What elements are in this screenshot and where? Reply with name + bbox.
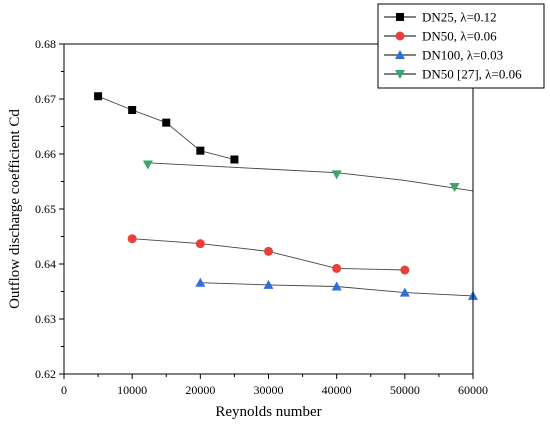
data-point-series-2 [127, 234, 137, 244]
legend-marker [395, 50, 405, 59]
y-tick-label: 0.62 [35, 367, 56, 381]
x-tick-label: 20000 [185, 383, 215, 397]
y-tick-label: 0.66 [35, 147, 56, 161]
y-axis-title: Outflow discharge coefficient Cd [7, 109, 23, 309]
data-point-series-1 [94, 92, 103, 101]
data-point-series-3 [195, 277, 206, 287]
y-tick-label: 0.64 [35, 257, 56, 271]
y-axis: 0.62 0.63 0.64 0.65 0.66 0.67 0.68 [35, 37, 64, 381]
x-tick-label: 50000 [390, 383, 420, 397]
legend-marker [395, 70, 405, 79]
data-point-series-2 [195, 239, 205, 249]
data-point-series-1 [162, 118, 171, 127]
legend: DN25, λ=0.12 DN50, λ=0.06 DN100, λ=0.03 DN5… [377, 3, 545, 89]
data-point-series-2 [264, 246, 273, 256]
y-tick-label: 0.63 [35, 312, 56, 326]
data-point-series-3 [331, 281, 342, 291]
legend-marker [395, 31, 405, 41]
y-tick-label: 0.65 [35, 202, 56, 216]
series-lines [97, 95, 474, 297]
data-point-series-3 [399, 287, 410, 297]
data-point-series-2 [400, 265, 410, 275]
y-tick-label: 0.67 [35, 92, 56, 106]
data-point-series-1 [196, 146, 205, 155]
series-line-4 [147, 162, 474, 192]
x-tick-label: 30000 [254, 383, 284, 397]
data-point-series-2 [332, 263, 342, 273]
data-point-series-3 [263, 279, 274, 289]
legend-entries: DN25, λ=0.12 DN50, λ=0.06 DN100, λ=0.03 DN5… [384, 10, 522, 82]
legend-label: DN25, λ=0.12 [422, 10, 497, 25]
data-point-series-1 [128, 106, 137, 114]
series-line-1 [97, 95, 235, 160]
legend-marker [396, 13, 404, 21]
data-point-series-4 [142, 160, 153, 170]
x-axis-title: Reynolds number [215, 404, 321, 420]
legend-label: DN100, λ=0.03 [422, 48, 503, 63]
x-tick-label: 60000 [458, 383, 488, 397]
data-point-series-1 [230, 155, 239, 164]
legend-label: DN50 [27], λ=0.06 [422, 67, 522, 82]
data-point-series-4 [331, 170, 342, 180]
x-tick-label: 40000 [322, 383, 352, 397]
plot-frame [63, 43, 474, 375]
x-tick-label: 0 [61, 383, 67, 397]
series-markers [94, 92, 478, 300]
x-axis: 0 10000 20000 30000 40000 50000 60000 [61, 374, 488, 397]
legend-label: DN50, λ=0.06 [422, 29, 497, 44]
y-tick-label: 0.68 [35, 37, 56, 51]
x-tick-label: 10000 [117, 383, 147, 397]
data-point-series-4 [449, 183, 460, 192]
